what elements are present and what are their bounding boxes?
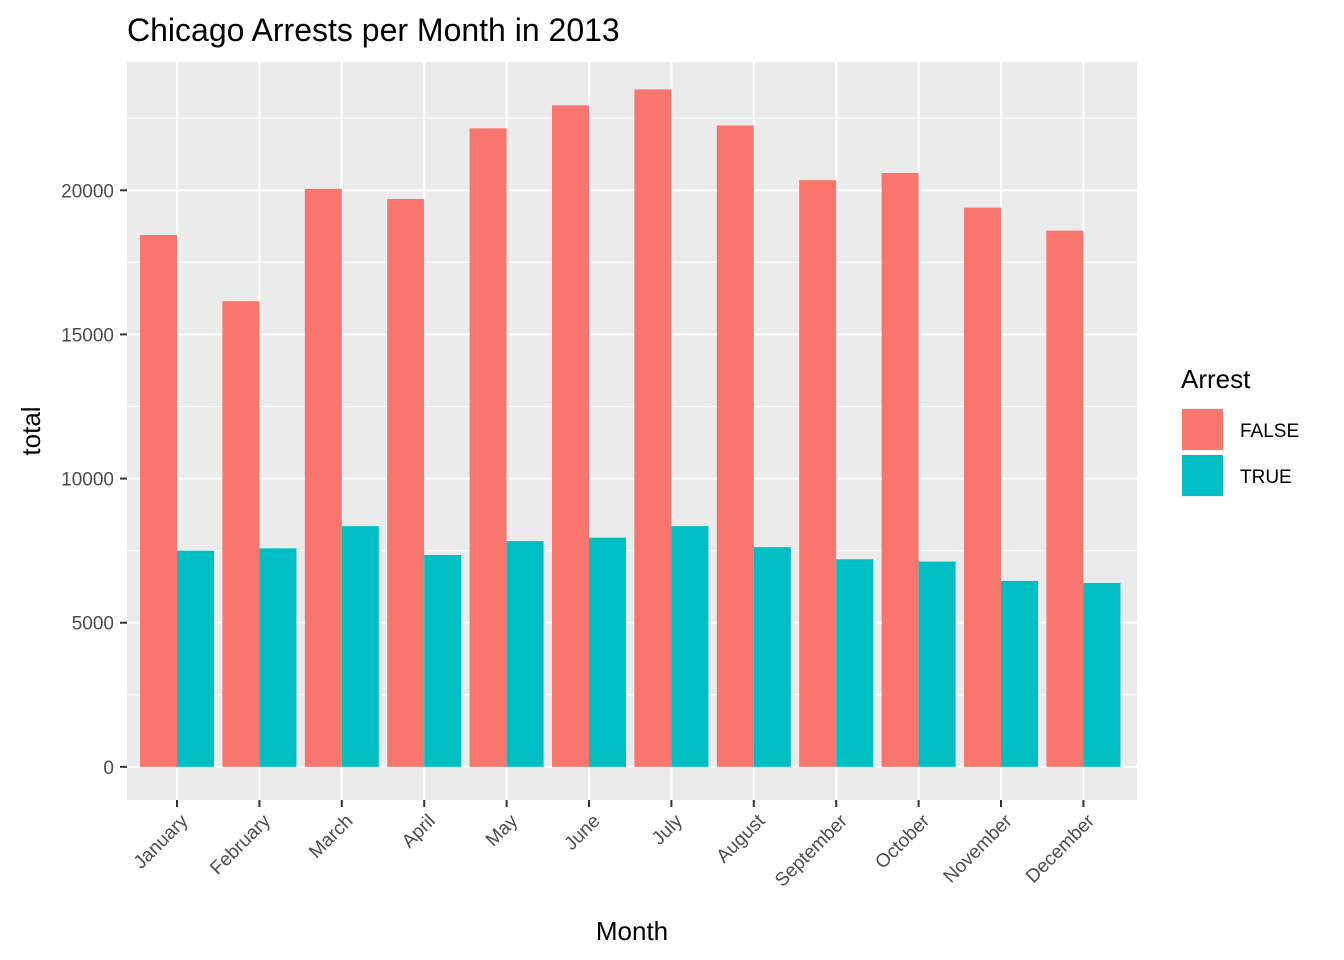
x-tick-label: November bbox=[940, 810, 1017, 887]
bar-true-october bbox=[918, 561, 956, 767]
bar-false-june bbox=[552, 105, 589, 767]
bar-true-april bbox=[424, 554, 462, 767]
legend-label-true: TRUE bbox=[1240, 467, 1292, 488]
bar-false-january bbox=[140, 234, 177, 767]
y-tick-label: 5000 bbox=[72, 614, 114, 635]
bar-true-august bbox=[753, 547, 791, 767]
x-tick-label: January bbox=[130, 810, 193, 873]
x-tick-label: April bbox=[398, 811, 440, 853]
bar-true-december bbox=[1083, 582, 1121, 767]
bars bbox=[140, 89, 1121, 767]
y-tick-label: 10000 bbox=[61, 470, 114, 491]
x-tick-label: June bbox=[561, 811, 605, 855]
x-axis-title: Month bbox=[596, 916, 668, 946]
chart-title: Chicago Arrests per Month in 2013 bbox=[127, 12, 620, 48]
bar-false-february bbox=[222, 301, 260, 767]
y-tick-label: 15000 bbox=[61, 325, 114, 346]
legend-swatch-false bbox=[1182, 409, 1223, 450]
bar-false-december bbox=[1046, 230, 1084, 767]
bar-false-august bbox=[716, 125, 754, 767]
bar-true-november bbox=[1001, 580, 1038, 767]
x-tick-label: December bbox=[1022, 810, 1099, 887]
bar-false-november bbox=[964, 207, 1001, 767]
bar-true-may bbox=[506, 541, 544, 767]
bar-true-february bbox=[259, 548, 297, 767]
y-axis-title: total bbox=[16, 406, 46, 455]
bar-false-october bbox=[881, 172, 919, 767]
bar-true-june bbox=[589, 537, 626, 767]
bar-false-april bbox=[387, 198, 425, 767]
x-tick-label: May bbox=[482, 810, 523, 851]
bar-false-march bbox=[304, 188, 342, 767]
legend-title: Arrest bbox=[1181, 364, 1251, 394]
x-tick-label: March bbox=[305, 811, 357, 863]
bar-true-july bbox=[671, 526, 709, 767]
bar-false-july bbox=[634, 89, 672, 767]
legend: Arrest FALSE TRUE bbox=[1181, 364, 1299, 497]
y-tick-label: 20000 bbox=[61, 181, 114, 202]
bar-true-january bbox=[177, 550, 214, 767]
x-tick-label: August bbox=[713, 810, 770, 867]
legend-label-false: FALSE bbox=[1240, 421, 1299, 442]
x-tick-label: September bbox=[771, 810, 852, 891]
x-tick-label: October bbox=[871, 810, 934, 873]
bar-false-may bbox=[469, 128, 507, 767]
bar-true-september bbox=[836, 559, 874, 767]
x-tick-label: February bbox=[206, 810, 275, 879]
bar-true-march bbox=[341, 526, 379, 767]
legend-items: FALSE TRUE bbox=[1181, 408, 1299, 497]
y-tick-label: 0 bbox=[103, 758, 114, 779]
x-tick-label: July bbox=[648, 810, 687, 849]
legend-swatch-true bbox=[1182, 455, 1223, 496]
bar-false-september bbox=[799, 180, 837, 767]
